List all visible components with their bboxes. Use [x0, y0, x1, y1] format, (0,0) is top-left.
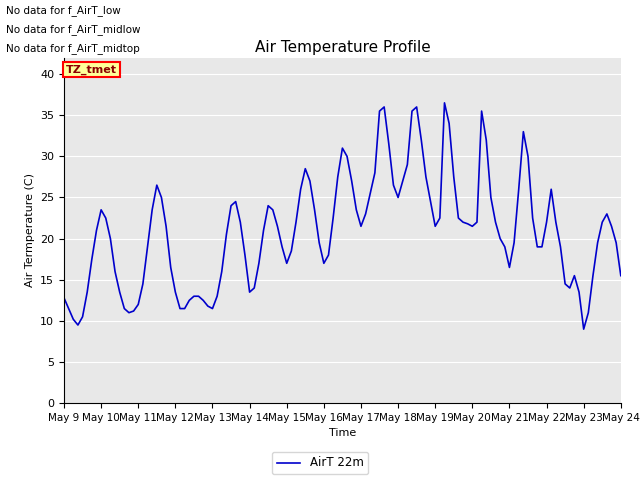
AirT 22m — [617, 273, 625, 278]
Y-axis label: Air Termperature (C): Air Termperature (C) — [24, 173, 35, 288]
Title: Air Temperature Profile: Air Temperature Profile — [255, 40, 430, 55]
AirT 22m — [190, 293, 198, 299]
AirT 22m — [440, 100, 448, 106]
AirT 22m — [60, 295, 68, 301]
AirT 22m — [589, 273, 597, 278]
AirT 22m — [297, 186, 305, 192]
AirT 22m — [580, 326, 588, 332]
Legend: AirT 22m: AirT 22m — [272, 452, 368, 474]
Text: No data for f_AirT_low: No data for f_AirT_low — [6, 5, 121, 16]
AirT 22m — [408, 108, 416, 114]
AirT 22m — [436, 215, 444, 221]
Line: AirT 22m: AirT 22m — [64, 103, 621, 329]
Text: No data for f_AirT_midlow: No data for f_AirT_midlow — [6, 24, 141, 35]
AirT 22m — [116, 289, 124, 295]
X-axis label: Time: Time — [329, 429, 356, 438]
Text: TZ_tmet: TZ_tmet — [66, 64, 117, 75]
Text: No data for f_AirT_midtop: No data for f_AirT_midtop — [6, 43, 140, 54]
